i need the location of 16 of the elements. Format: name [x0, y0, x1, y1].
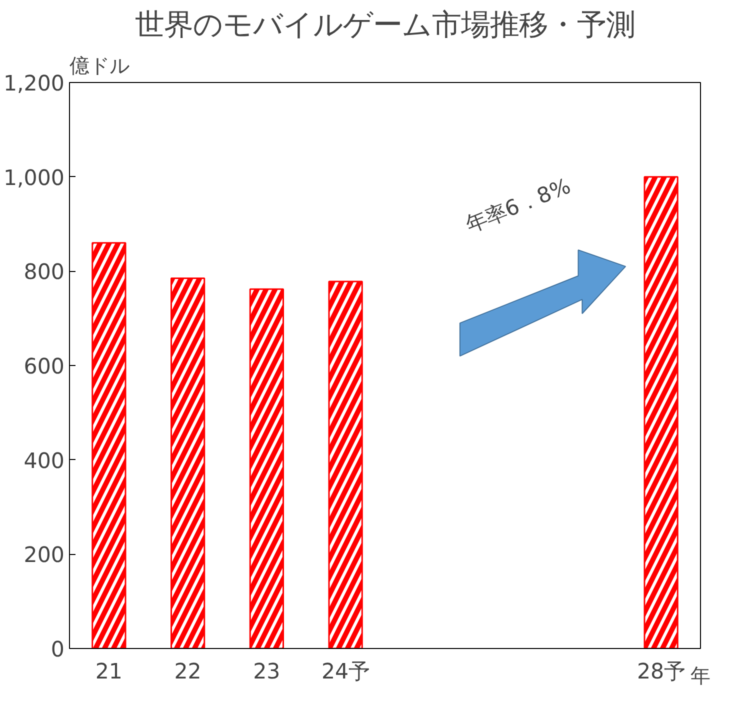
y-tick-label: 400 [24, 448, 65, 474]
y-tick-label: 200 [24, 543, 65, 568]
y-tick-label: 1,000 [3, 166, 65, 191]
x-tick-label: 22 [174, 660, 202, 684]
x-tick-label: 28予 [636, 660, 686, 684]
y-axis-title: 億ドル [70, 54, 130, 78]
annotation: 年率6．8% [462, 174, 574, 238]
x-axis-title: 年 [690, 664, 710, 688]
x-tick-label: 24予 [321, 660, 370, 684]
x-tick-label: 21 [95, 660, 123, 684]
y-tick-label: 0 [50, 638, 65, 662]
y-tick-label: 800 [24, 260, 65, 286]
chart-title: 世界のモバイルゲーム市場推移・予測 [135, 8, 635, 42]
y-tick-label: 1,200 [3, 72, 65, 96]
y-tick-label: 600 [24, 354, 65, 380]
x-tick-label: 23 [253, 660, 280, 684]
